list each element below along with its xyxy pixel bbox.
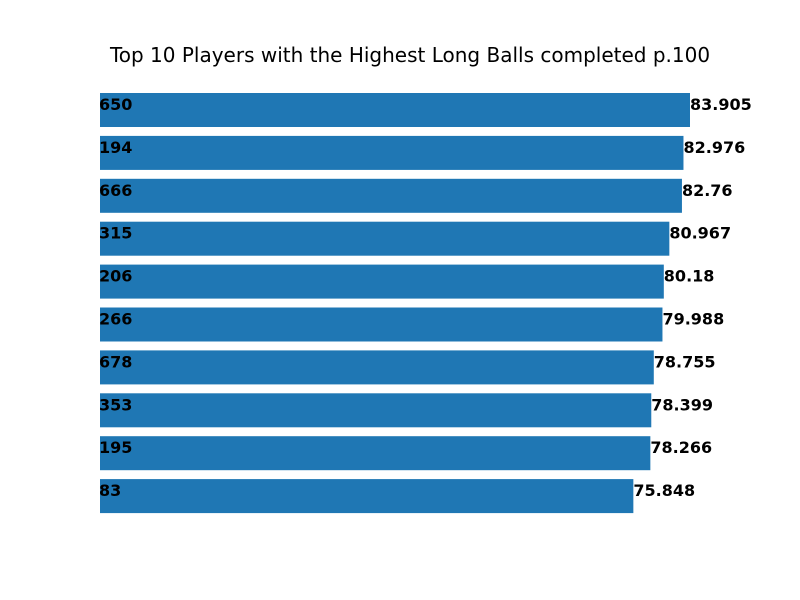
bar-category-label: 195	[99, 438, 132, 457]
bar-value-label: 75.848	[633, 481, 695, 500]
bar-315	[100, 221, 670, 256]
bar-category-label: 650	[99, 95, 132, 114]
bar-195	[100, 436, 651, 471]
bar-value-label: 82.976	[683, 138, 745, 157]
bar-353	[100, 393, 652, 428]
bar-category-label: 678	[99, 352, 132, 371]
bar-category-label: 666	[99, 181, 132, 200]
bar-266	[100, 307, 663, 342]
bar-value-label: 83.905	[690, 95, 752, 114]
bar-value-label: 78.399	[651, 395, 713, 414]
bar-value-label: 78.755	[654, 352, 716, 371]
bar-value-label: 80.967	[669, 224, 731, 243]
bar-83	[100, 479, 634, 514]
bar-666	[100, 178, 682, 213]
chart-title: Top 10 Players with the Highest Long Bal…	[109, 43, 710, 67]
bar-value-label: 79.988	[662, 310, 724, 329]
bar-650	[100, 93, 690, 127]
bar-category-label: 315	[99, 224, 132, 243]
bar-206	[100, 264, 664, 299]
bar-value-label: 80.18	[664, 267, 715, 286]
bar-678	[100, 350, 654, 385]
bar-category-label: 83	[99, 481, 121, 500]
bar-category-label: 194	[99, 138, 132, 157]
bar-194	[100, 135, 684, 170]
bar-category-label: 266	[99, 310, 132, 329]
bars-group: 650 83.905 194 82.976 666 82.76 315 80.967 206 80…	[99, 93, 752, 514]
bar-value-label: 78.266	[650, 438, 712, 457]
bar-category-label: 353	[99, 395, 132, 414]
bar-value-label: 82.76	[682, 181, 733, 200]
bar-category-label: 206	[99, 267, 132, 286]
